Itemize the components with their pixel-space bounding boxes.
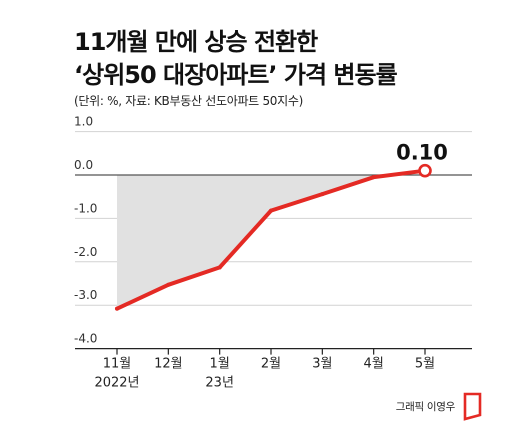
y-tick-label: 0.0 [74,158,93,172]
x-tick-year-label: 23년 [205,376,234,391]
end-point-marker [418,163,432,178]
x-tick-label: 11월 [103,357,132,372]
x-tick-label: 2월 [261,357,281,372]
data-point [166,282,171,287]
data-point [217,265,222,270]
x-tick-label: 3월 [312,357,332,372]
data-point [371,175,376,180]
y-tick-label: -3.0 [74,288,97,302]
data-point [115,306,119,311]
y-tick-label: 1.0 [74,115,93,129]
publisher-logo-icon [463,392,482,421]
chart-title: 11개월 만에 상승 전환한 ‘상위50 대장아파트’ 가격 변동률 [74,28,398,89]
x-tick-label: 5월 [415,357,435,372]
data-point [320,192,325,197]
graphic-credit: 그래픽 이영우 [396,391,484,421]
credit-text: 그래픽 이영우 [395,400,456,413]
y-tick-label: -2.0 [74,245,97,259]
x-tick-label: 4월 [364,357,384,372]
end-value-label: 0.10 [396,141,448,165]
x-tick-label: 1월 [210,357,230,372]
x-tick-year-label: 2022년 [94,376,139,391]
y-tick-label: -4.0 [74,332,97,346]
chart-subtitle: (단위: %, 자료: KB부동산 선도아파트 50지수) [74,94,303,108]
data-point [269,208,273,213]
x-tick-label: 12월 [154,357,183,372]
y-tick-label: -1.0 [74,201,97,215]
